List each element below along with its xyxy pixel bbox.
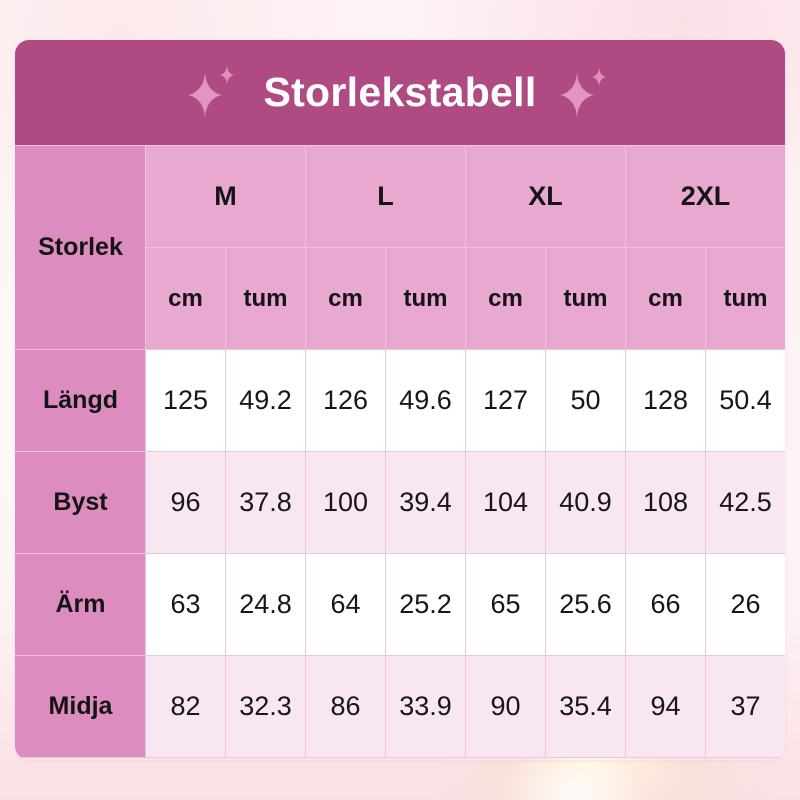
unit-header-2xl-cm: cm (625, 247, 707, 350)
cell-arm-m-cm: 63 (145, 553, 226, 656)
size-chart-card: Storlekstabell Storlek M L XL 2XL cm tum… (15, 40, 785, 760)
cell-langd-xl-cm: 127 (465, 349, 546, 452)
cell-midja-2xl-tum: 37 (705, 655, 785, 758)
cell-midja-m-tum: 32.3 (225, 655, 306, 758)
cell-byst-l-tum: 39.4 (385, 451, 466, 554)
cell-langd-m-tum: 49.2 (225, 349, 306, 452)
cell-arm-m-tum: 24.8 (225, 553, 306, 656)
cell-byst-xl-tum: 40.9 (544, 451, 627, 554)
sparkle-icon (188, 63, 235, 120)
cell-byst-m-tum: 37.8 (225, 451, 306, 554)
cell-byst-2xl-cm: 108 (625, 451, 707, 554)
cell-arm-xl-cm: 65 (465, 553, 546, 656)
table-row: Midja 82 32.3 86 33.9 90 35.4 94 37 (15, 655, 785, 758)
size-header-xl: XL (464, 145, 627, 248)
cell-arm-2xl-cm: 66 (625, 553, 707, 656)
cell-midja-m-cm: 82 (145, 655, 226, 758)
cell-arm-l-tum: 25.2 (385, 553, 466, 656)
cell-arm-xl-tum: 25.6 (544, 553, 627, 656)
cell-langd-l-tum: 49.6 (385, 349, 466, 452)
unit-header-l-cm: cm (305, 247, 386, 350)
cell-byst-l-cm: 100 (305, 451, 386, 554)
cell-byst-2xl-tum: 42.5 (705, 451, 785, 554)
cell-midja-l-tum: 33.9 (385, 655, 466, 758)
unit-header-row: cm tum cm tum cm tum cm tum (16, 247, 785, 350)
size-header-l: L (305, 145, 466, 248)
table-row: Byst 96 37.8 100 39.4 104 40.9 108 42.5 (15, 451, 785, 554)
unit-header-2xl-tum: tum (705, 247, 785, 350)
cell-langd-2xl-cm: 128 (625, 349, 707, 452)
unit-header-xl-cm: cm (465, 247, 546, 350)
size-chart-table: Storlek M L XL 2XL cm tum cm tum cm tum … (15, 145, 785, 758)
row-label-langd: Längd (15, 349, 146, 452)
chart-title-bar: Storlekstabell (15, 40, 785, 145)
unit-header-m-tum: tum (225, 247, 306, 350)
unit-header-l-tum: tum (385, 247, 466, 350)
cell-midja-l-cm: 86 (305, 655, 386, 758)
cell-langd-m-cm: 125 (145, 349, 226, 452)
cell-langd-xl-tum: 50 (544, 349, 627, 452)
size-header-m: M (145, 145, 306, 248)
table-row: Ärm 63 24.8 64 25.2 65 25.6 66 26 (15, 553, 785, 656)
size-header-row: Storlek M L XL 2XL (15, 145, 785, 350)
cell-arm-2xl-tum: 26 (705, 553, 785, 656)
cell-arm-l-cm: 64 (305, 553, 386, 656)
cell-midja-xl-tum: 35.4 (544, 655, 627, 758)
table-row: Längd 125 49.2 126 49.6 127 50 128 50.4 (15, 349, 785, 452)
sparkle-icon (559, 65, 606, 120)
cell-midja-xl-cm: 90 (465, 655, 546, 758)
unit-header-xl-tum: tum (544, 247, 627, 350)
row-label-midja: Midja (15, 655, 146, 758)
cell-midja-2xl-cm: 94 (625, 655, 707, 758)
cell-langd-l-cm: 126 (305, 349, 386, 452)
cell-langd-2xl-tum: 50.4 (705, 349, 785, 452)
cell-byst-m-cm: 96 (145, 451, 226, 554)
corner-label-storlek: Storlek (15, 145, 146, 350)
row-label-arm: Ärm (15, 553, 146, 656)
cell-byst-xl-cm: 104 (465, 451, 546, 554)
row-label-byst: Byst (15, 451, 146, 554)
page-title: Storlekstabell (263, 69, 537, 115)
size-header-2xl: 2XL (625, 145, 785, 248)
unit-header-m-cm: cm (145, 247, 226, 350)
